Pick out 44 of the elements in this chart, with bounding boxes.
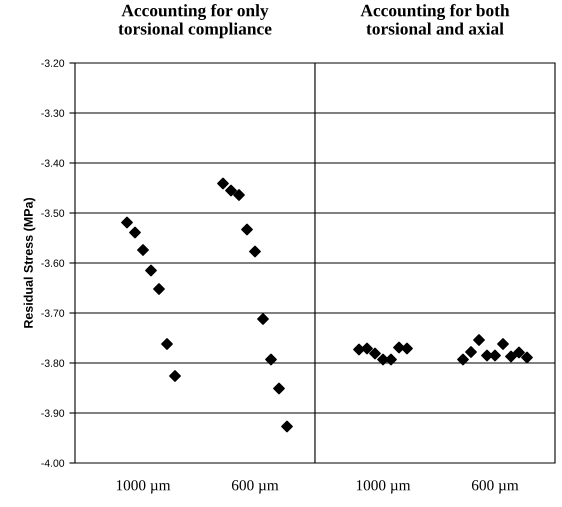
- y-tick-label: -3.40: [41, 160, 64, 167]
- y-tick-label: -4.00: [41, 460, 64, 467]
- point: [241, 224, 253, 236]
- point: [281, 420, 293, 432]
- y-tick-label: -3.80: [41, 360, 64, 367]
- chart-title: Accounting for only torsional compliance: [118, 4, 272, 38]
- x-tick-label: 600 µm: [232, 480, 278, 494]
- x-tick-label: 1000 µm: [356, 480, 410, 494]
- chart-title: Accounting for both torsional and axial: [360, 4, 510, 35]
- y-tick-label: -3.60: [41, 260, 64, 267]
- point: [233, 189, 245, 201]
- y-tick-label: -3.50: [41, 210, 64, 217]
- point: [145, 264, 157, 276]
- point: [457, 354, 469, 366]
- point: [521, 352, 533, 364]
- y-tick-label: -3.20: [41, 60, 64, 67]
- y-tick-label: -3.70: [41, 310, 64, 317]
- y-tick-label: -3.30: [41, 110, 64, 117]
- y-axis-title: Residual Stress (MPa): [24, 198, 36, 328]
- x-tick-label: 600 µm: [472, 480, 518, 494]
- point: [217, 178, 229, 190]
- point: [161, 338, 173, 350]
- point: [513, 346, 525, 358]
- point: [153, 283, 165, 295]
- point: [137, 244, 149, 256]
- point: [465, 346, 477, 358]
- point: [361, 342, 373, 354]
- point: [497, 338, 509, 350]
- point: [369, 348, 381, 360]
- point: [393, 342, 405, 354]
- x-tick-label: 1000 µm: [116, 480, 170, 494]
- point: [169, 370, 181, 382]
- point: [273, 382, 285, 394]
- point: [249, 246, 261, 258]
- point: [473, 334, 485, 346]
- point: [121, 216, 133, 228]
- point: [225, 184, 237, 196]
- point: [129, 226, 141, 238]
- point: [257, 313, 269, 325]
- point: [505, 350, 517, 362]
- point: [401, 342, 413, 354]
- y-tick-label: -3.90: [41, 410, 64, 417]
- point: [265, 354, 277, 366]
- point: [353, 344, 365, 356]
